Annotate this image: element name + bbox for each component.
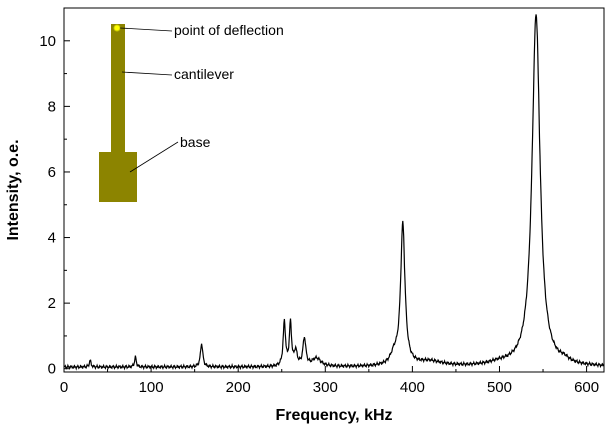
y-axis-title: Intensity, o.e.: [5, 139, 22, 240]
x-tick-label: 600: [574, 379, 599, 396]
y-tick-label: 8: [48, 98, 56, 115]
label-cantilever: cantilever: [174, 66, 234, 82]
label-point-of-deflection: point of deflection: [174, 22, 284, 38]
x-tick-label: 0: [60, 379, 68, 396]
plot-frame: [63, 7, 605, 373]
x-axis-ticks: 0 100 200 300 400 500 600: [60, 366, 599, 396]
y-axis-ticks: 0 2 4 6 8 10: [39, 33, 70, 378]
cantilever-beam: [111, 24, 125, 152]
x-axis-title: Frequency, kHz: [275, 407, 392, 424]
deflection-point-marker: [113, 24, 121, 32]
series-line: [63, 14, 605, 371]
point-leader-line: [119, 27, 173, 32]
cantilever-leader-line: [121, 71, 173, 76]
label-base: base: [180, 134, 211, 150]
x-tick-label: 400: [400, 379, 425, 396]
y-tick-label: 4: [48, 230, 56, 247]
y-tick-label: 10: [39, 33, 56, 50]
y-tick-label: 2: [48, 295, 56, 312]
x-tick-label: 200: [226, 379, 251, 396]
base-leader-line: [129, 141, 179, 173]
cantilever-base: [99, 152, 137, 202]
cantilever-diagram: point of deflection cantilever base: [99, 22, 284, 202]
y-tick-label: 0: [48, 361, 56, 378]
x-tick-label: 500: [487, 379, 512, 396]
y-tick-label: 6: [48, 164, 56, 181]
x-tick-label: 100: [139, 379, 164, 396]
x-tick-label: 300: [313, 379, 338, 396]
